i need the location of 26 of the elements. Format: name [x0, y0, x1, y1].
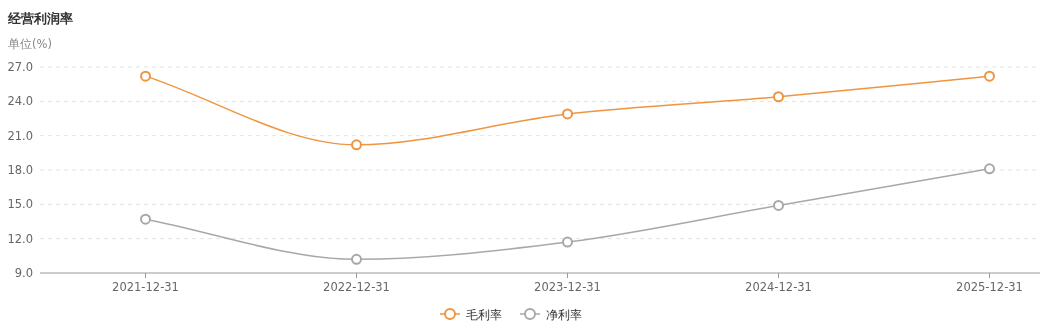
y-tick-label: 21.0 — [7, 128, 33, 143]
y-tick-label: 24.0 — [7, 94, 33, 109]
legend-label: 毛利率 — [466, 307, 502, 322]
point — [140, 70, 151, 82]
chart-title: 经营利润率 — [7, 11, 73, 26]
x-tick-label: 2025-12-31 — [956, 280, 1023, 294]
point — [984, 163, 995, 175]
point — [773, 199, 784, 211]
point — [140, 213, 151, 225]
point — [351, 253, 362, 265]
x-tick-label: 2023-12-31 — [534, 280, 601, 294]
point — [773, 91, 784, 103]
y-tick-label: 12.0 — [7, 231, 33, 246]
y-tick-label: 18.0 — [7, 163, 33, 177]
point — [984, 70, 995, 82]
legend-label: 净利率 — [546, 307, 582, 322]
point — [562, 236, 573, 248]
point — [351, 139, 362, 151]
point — [562, 108, 573, 120]
y-tick-label: 15.0 — [7, 197, 33, 212]
x-tick-label: 2022-12-31 — [323, 280, 390, 294]
y-tick-label: 9.0 — [14, 266, 33, 280]
x-tick-label: 2021-12-31 — [112, 280, 179, 294]
y-tick-label: 27.0 — [7, 60, 33, 74]
x-tick-label: 2024-12-31 — [745, 280, 812, 294]
y-axis-title: 单位(%) — [8, 37, 52, 51]
